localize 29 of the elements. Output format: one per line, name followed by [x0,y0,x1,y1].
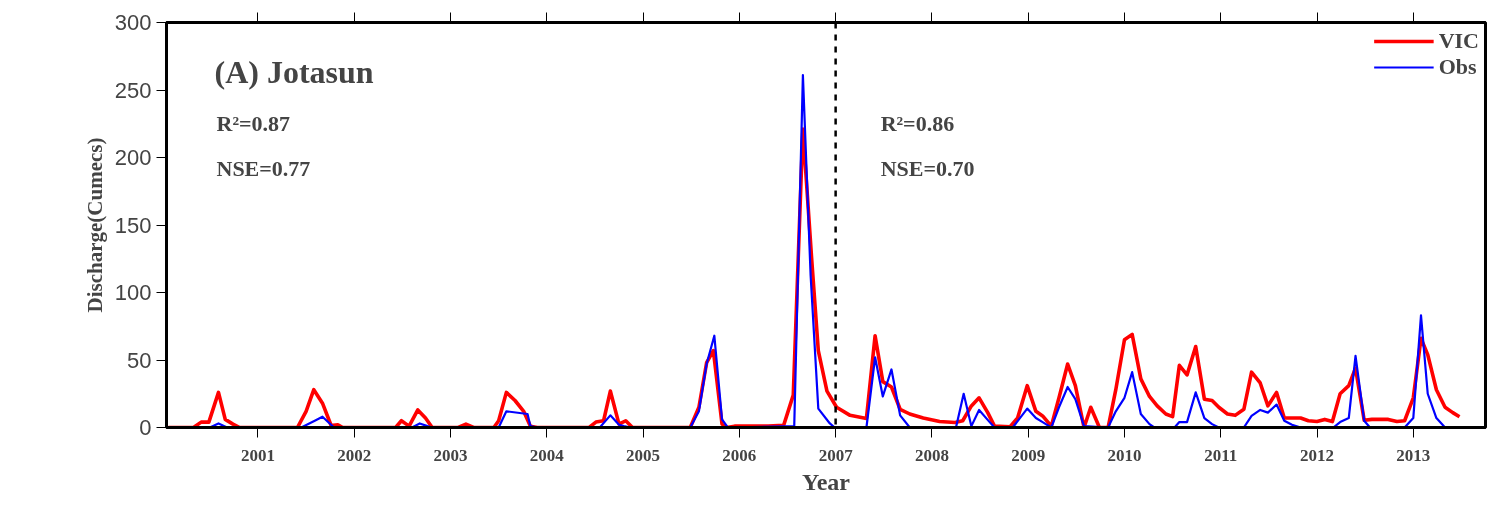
x-tick-label: 2005 [626,445,661,465]
x-tick-label: 2010 [1107,445,1142,465]
x-tick-label: 2008 [914,445,949,465]
x-tick-label: 2004 [529,445,565,465]
annotation: NSE=0.77 [216,155,311,181]
y-tick-label: 0 [139,415,152,440]
x-tick-label: 2007 [818,445,854,465]
x-tick-label: 2012 [1300,445,1335,465]
y-tick-label: 200 [114,145,152,170]
y-tick-label: 100 [114,280,152,305]
x-tick-label: 2001 [240,445,275,465]
y-tick-label: 150 [114,212,152,238]
legend-label: Obs [1438,54,1477,80]
legend-label: VIC [1438,28,1479,54]
annotation: R²=0.87 [216,110,291,136]
x-axis-title: Year [802,468,851,495]
text: (A) Jotasun [214,53,374,90]
annotation: NSE=0.70 [880,155,975,181]
y-tick-label: 300 [114,10,152,35]
x-tick-label: 2002 [337,445,372,465]
x-tick-label: 2006 [722,445,757,465]
y-tick-label: 250 [114,77,152,103]
y-tick-label: 50 [127,347,152,373]
x-tick-label: 2011 [1204,445,1238,465]
x-tick-label: 2003 [433,445,468,465]
y-axis-title: Discharge(Cumecs) [82,137,107,313]
annotation: R²=0.86 [880,110,955,136]
x-tick-label: 2013 [1396,445,1431,465]
x-tick-label: 2009 [1011,445,1046,465]
